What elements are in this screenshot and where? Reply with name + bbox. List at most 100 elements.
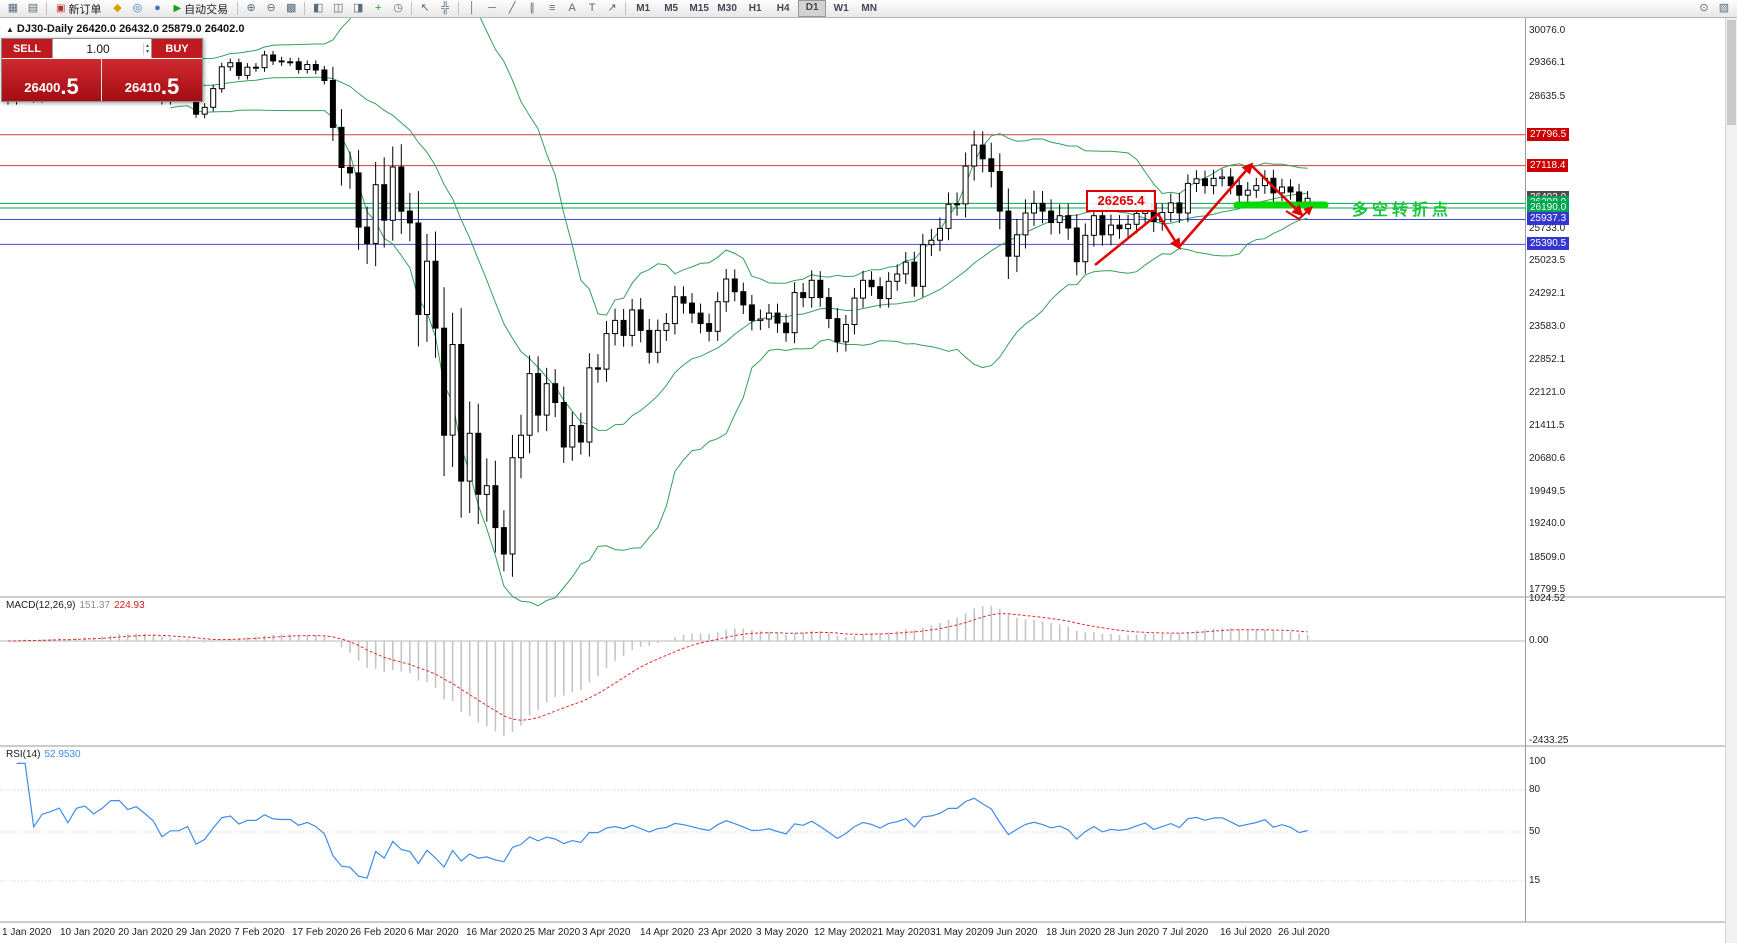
- macd-tick: 1024.52: [1529, 593, 1566, 604]
- alerts-icon[interactable]: ●: [154, 2, 161, 14]
- auto-trading-button-label: 自动交易: [184, 3, 229, 16]
- candle-body: [928, 239, 935, 246]
- trend-arrow-up-down[interactable]: [1094, 212, 1181, 266]
- candle-body: [894, 273, 901, 282]
- candle-body: [1287, 186, 1294, 193]
- candle-body: [800, 292, 807, 299]
- candle-body: [612, 319, 619, 335]
- candle-body: [706, 323, 713, 332]
- timeframe-m5[interactable]: M5: [664, 3, 679, 14]
- channel-icon[interactable]: ∥: [529, 2, 535, 14]
- timeframe-w1[interactable]: W1: [833, 3, 849, 14]
- new-order-button[interactable]: ▣ 新订单: [50, 1, 107, 17]
- candle-body: [415, 222, 422, 315]
- candle-body: [637, 309, 644, 331]
- date-label: 16 Jul 2020: [1220, 927, 1272, 938]
- rsi-label: RSI(14) 52.9530: [6, 749, 81, 760]
- bar-chart-icon[interactable]: ◧: [312, 2, 324, 14]
- auto-trading-button[interactable]: ▶ 自动交易: [167, 1, 234, 17]
- candle-body: [723, 278, 730, 303]
- candle-body: [441, 327, 448, 436]
- chart-layout-icon[interactable]: ▧: [1718, 2, 1730, 14]
- candle-body: [1013, 234, 1020, 257]
- price-tick: 30076.0: [1529, 25, 1566, 36]
- timeframe-m1[interactable]: M1: [636, 3, 651, 14]
- cursor-icon[interactable]: ↖: [420, 2, 430, 14]
- date-label: 18 Jun 2020: [1046, 927, 1102, 938]
- candle-body: [680, 296, 687, 304]
- timeframe-m15[interactable]: M15: [689, 3, 709, 14]
- sell-tab[interactable]: SELL: [2, 39, 52, 58]
- ohlc-values: 26420.0 26432.0 25879.0 26402.0: [76, 23, 245, 35]
- candle-body: [253, 66, 259, 69]
- trend-arrow-down[interactable]: [1250, 164, 1304, 217]
- buy-tab[interactable]: BUY: [152, 39, 202, 58]
- one-click-trading-panel: SELL 1.00 ▴ ▾ BUY 26400.5 26410.5: [1, 38, 203, 102]
- rsi-name: RSI(14): [6, 749, 41, 760]
- chart-window: ▲ DJ30-Daily 26420.0 26432.0 25879.0 2640…: [0, 18, 1737, 943]
- grid-icon[interactable]: ▩: [285, 2, 297, 14]
- history-center-icon[interactable]: ◎: [132, 2, 143, 14]
- add-indicator-icon[interactable]: +: [374, 2, 382, 14]
- timeframe-m30[interactable]: M30: [717, 3, 737, 14]
- candle-body: [201, 106, 208, 115]
- text-label-icon[interactable]: T: [588, 2, 596, 14]
- timeframe-h1[interactable]: H1: [748, 3, 762, 14]
- period-icon[interactable]: ◷: [393, 2, 403, 14]
- timeframe-d1[interactable]: D1: [798, 0, 827, 17]
- collapse-marker-icon[interactable]: ▲: [6, 25, 14, 34]
- price-tick: 22121.0: [1529, 387, 1566, 399]
- volume-down-icon[interactable]: ▾: [145, 48, 149, 55]
- line-chart-icon[interactable]: ◨: [352, 2, 364, 14]
- candle-body: [483, 485, 490, 495]
- volume-up-icon[interactable]: ▴: [145, 42, 149, 49]
- candle-body: [996, 171, 1003, 212]
- sell-button[interactable]: 26400.5: [2, 59, 102, 101]
- price-callout[interactable]: 26265.4: [1086, 190, 1156, 212]
- profiles-icon[interactable]: ▤: [27, 2, 39, 14]
- candle-body: [671, 296, 678, 325]
- zoom-out-icon[interactable]: ⊖: [266, 2, 276, 14]
- text-icon[interactable]: A: [568, 2, 576, 14]
- trend-arrow-up[interactable]: [1178, 162, 1254, 248]
- trend-annotation[interactable]: [1094, 162, 1313, 266]
- candle-body: [791, 292, 798, 334]
- zoom-in-icon[interactable]: ⊕: [246, 2, 256, 14]
- favorites-icon[interactable]: ◆: [113, 2, 122, 14]
- candle-body: [834, 318, 841, 343]
- chart-canvas[interactable]: [0, 18, 1737, 943]
- trendline-icon[interactable]: ╱: [508, 2, 516, 14]
- candle-body: [244, 66, 251, 76]
- date-label: 28 Jun 2020: [1104, 927, 1160, 938]
- candle-body: [971, 144, 978, 167]
- timeframe-mn[interactable]: MN: [861, 3, 877, 14]
- candle-body: [364, 226, 371, 245]
- candle-body: [783, 322, 790, 334]
- date-label: 21 May 2020: [872, 927, 930, 938]
- annotation-note[interactable]: 多空转折点: [1352, 202, 1453, 219]
- buy-button[interactable]: 26410.5: [102, 59, 202, 101]
- candle-body: [1202, 178, 1208, 187]
- candle-body: [543, 383, 550, 416]
- arrow-tool-icon[interactable]: ↗: [607, 2, 617, 14]
- trend-arrow-small[interactable]: [1285, 206, 1313, 221]
- candle-body: [381, 184, 388, 221]
- vertical-scrollbar[interactable]: [1725, 18, 1737, 943]
- volume-spinner[interactable]: ▴ ▾: [142, 42, 151, 55]
- fibonacci-icon[interactable]: ≡: [548, 2, 556, 14]
- volume-field[interactable]: 1.00 ▴ ▾: [52, 39, 152, 58]
- vertical-line-icon[interactable]: │: [468, 2, 476, 14]
- volume-value[interactable]: 1.00: [86, 41, 110, 56]
- toolbar-separator: [237, 2, 239, 15]
- candlestick-chart-icon[interactable]: ◫: [332, 2, 344, 14]
- macd-label: MACD(12,26,9) 151.37 224.93: [6, 600, 145, 611]
- search-icon[interactable]: ⊙: [1699, 2, 1709, 14]
- scrollbar-thumb[interactable]: [1727, 20, 1736, 125]
- new-chart-icon[interactable]: ▦: [7, 2, 19, 14]
- crosshair-icon[interactable]: ╬: [441, 2, 450, 14]
- candle-body: [1279, 186, 1285, 194]
- timeframe-h4[interactable]: H4: [776, 3, 790, 14]
- horizontal-line-icon[interactable]: ─: [488, 2, 497, 14]
- candle-body: [954, 203, 961, 206]
- date-label: 29 Jan 2020: [176, 927, 232, 938]
